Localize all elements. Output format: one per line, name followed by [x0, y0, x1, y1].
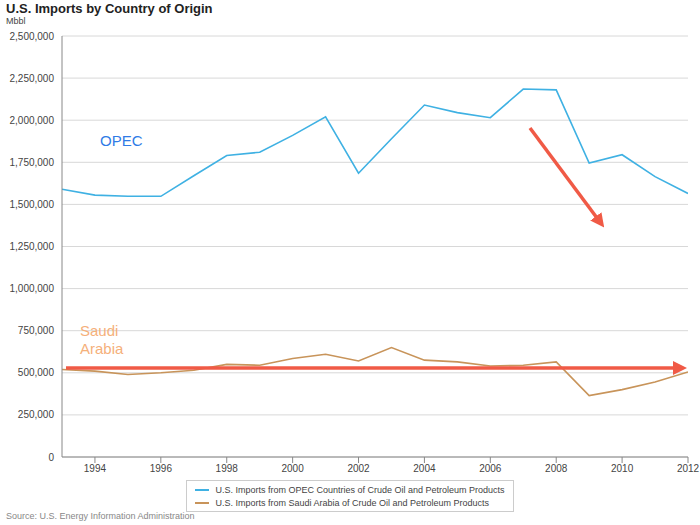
html-text:Mbbl: Mbbl [6, 16, 26, 26]
svg-text:2012: 2012 [677, 463, 692, 474]
svg-text:2,000,000: 2,000,000 [10, 115, 55, 126]
svg-text:2,500,000: 2,500,000 [10, 31, 55, 42]
html-text:Saudi Arabia: Saudi Arabia [80, 322, 124, 357]
svg-text:750,000: 750,000 [18, 325, 55, 336]
svg-text:1996: 1996 [150, 463, 173, 474]
html-text:U.S. Imports from Saudi Arabia: U.S. Imports from Saudi Arabia of Crude … [215, 497, 490, 508]
svg-text:0: 0 [48, 452, 54, 463]
svg-text:2004: 2004 [413, 463, 436, 474]
svg-text:2006: 2006 [479, 463, 502, 474]
svg-text:2,250,000: 2,250,000 [10, 73, 55, 84]
svg-text:2010: 2010 [611, 463, 634, 474]
svg-text:1,250,000: 1,250,000 [10, 241, 55, 252]
svg-text:1994: 1994 [84, 463, 107, 474]
svg-text:1998: 1998 [216, 463, 239, 474]
html-text:Source: U.S. Energy Informatio: Source: U.S. Energy Information Administ… [6, 511, 195, 521]
svg-text:2000: 2000 [282, 463, 305, 474]
svg-text:1,750,000: 1,750,000 [10, 157, 55, 168]
html-text:OPEC: OPEC [100, 132, 143, 149]
svg-text:2002: 2002 [347, 463, 370, 474]
html-text:U.S. Imports by Country of Ori: U.S. Imports by Country of Origin [6, 1, 213, 16]
svg-text:500,000: 500,000 [18, 367, 55, 378]
svg-text:2008: 2008 [545, 463, 568, 474]
svg-text:250,000: 250,000 [18, 409, 55, 420]
svg-text:1,000,000: 1,000,000 [10, 283, 55, 294]
svg-text:1,500,000: 1,500,000 [10, 199, 55, 210]
html-text:U.S. Imports from OPEC Countri: U.S. Imports from OPEC Countries of Crud… [215, 484, 505, 495]
